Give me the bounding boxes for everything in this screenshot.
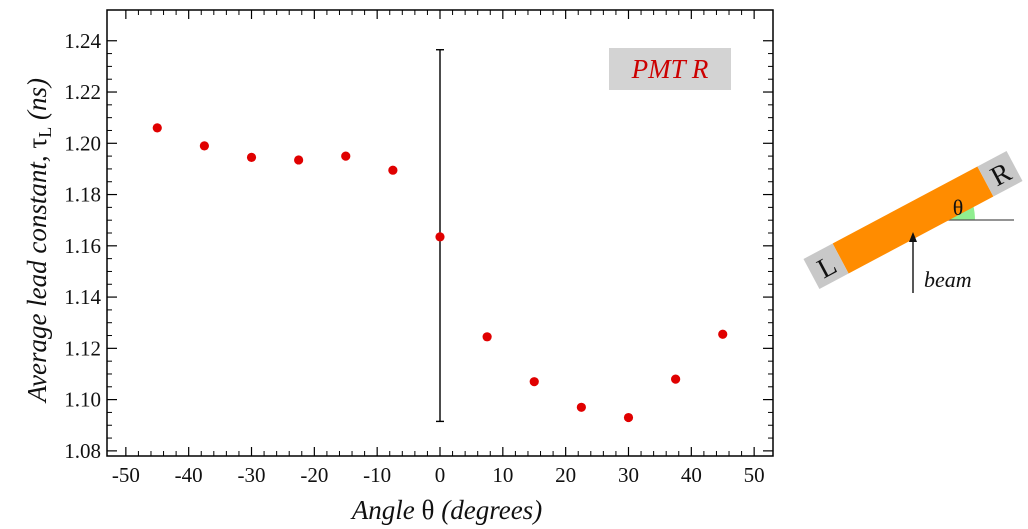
data-point: [435, 232, 445, 242]
data-point: [623, 412, 634, 423]
beam-label: beam: [924, 267, 972, 292]
y-tick-label: 1.16: [64, 234, 101, 258]
y-axis-title: Average lead constant, τL (ns): [22, 78, 55, 404]
x-tick-label: -50: [112, 463, 140, 487]
data-point: [341, 151, 351, 161]
annotation-label: PMT R: [631, 54, 709, 84]
data-point: [199, 141, 209, 151]
x-tick-label: 20: [555, 463, 576, 487]
y-tick-label: 1.22: [64, 80, 101, 104]
y-tick-label: 1.12: [64, 336, 101, 360]
y-tick-label: 1.08: [64, 439, 101, 463]
axis-ticks: [107, 10, 773, 456]
beam-arrow-head: [909, 232, 917, 242]
x-tick-labels: -50 -40 -30 -20 -10 0 10 20 30 40 50: [112, 463, 765, 487]
x-tick-label: -40: [175, 463, 203, 487]
y-tick-label: 1.24: [64, 29, 101, 53]
x-axis-title: Angle θ (degrees): [350, 495, 542, 525]
data-points: [152, 123, 728, 423]
x-tick-label: 0: [435, 463, 446, 487]
y-tick-labels: 1.08 1.10 1.12 1.14 1.16 1.18 1.20 1.22 1.24: [64, 29, 101, 463]
detector-bar: [832, 166, 994, 274]
data-point: [482, 332, 492, 342]
data-point: [718, 329, 728, 339]
x-tick-label: -10: [363, 463, 391, 487]
angle-label: θ: [953, 195, 964, 220]
x-tick-label: 50: [744, 463, 765, 487]
data-point: [576, 402, 586, 412]
x-tick-label: -30: [238, 463, 266, 487]
y-tick-label: 1.14: [64, 285, 101, 309]
data-point: [246, 152, 257, 162]
detector-diagram: L R θ beam: [803, 151, 1023, 293]
x-tick-label: -20: [300, 463, 328, 487]
data-point: [294, 155, 304, 165]
x-tick-label: 10: [492, 463, 513, 487]
left-end-cap: [803, 243, 849, 289]
annotation-box: [609, 48, 731, 90]
y-tick-label: 1.20: [64, 131, 101, 155]
data-point: [671, 374, 681, 384]
data-point: [152, 123, 162, 133]
y-tick-label: 1.18: [64, 183, 101, 207]
data-point: [388, 165, 398, 175]
right-end-cap: [977, 151, 1023, 197]
data-point: [529, 377, 539, 387]
x-tick-label: 40: [681, 463, 702, 487]
x-tick-label: 30: [618, 463, 639, 487]
y-tick-label: 1.10: [64, 388, 101, 412]
